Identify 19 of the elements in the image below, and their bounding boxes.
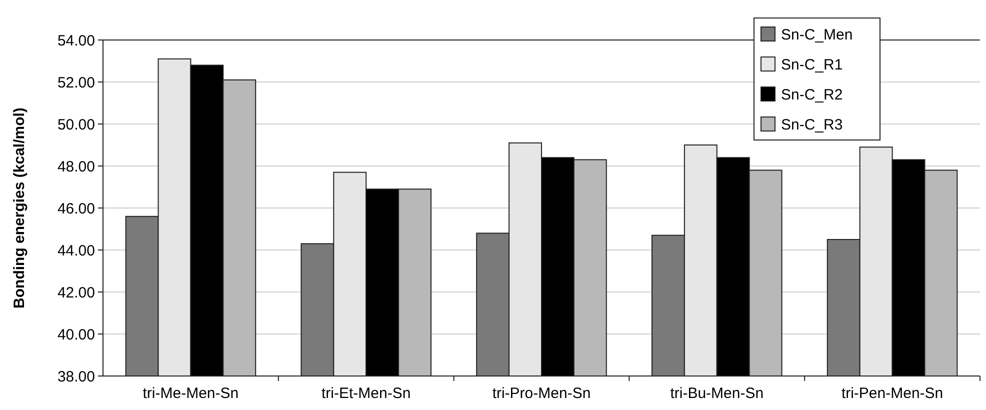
legend-label: Sn-C_R2 (781, 86, 843, 104)
y-tick-label: 48.00 (57, 158, 95, 176)
y-tick-label: 50.00 (57, 116, 95, 134)
y-tick-label: 54.00 (57, 32, 95, 50)
y-tick-label: 42.00 (57, 284, 95, 302)
y-tick-label: 52.00 (57, 74, 95, 92)
x-tick-label: tri-Et-Men-Sn (322, 385, 411, 402)
legend-label: Sn-C_R3 (781, 116, 843, 134)
legend-label: Sn-C_R1 (781, 56, 843, 74)
x-tick-label: tri-Pro-Men-Sn (492, 385, 591, 402)
y-tick-label: 40.00 (57, 326, 95, 344)
y-tick-label: 38.00 (57, 368, 95, 386)
y-tick-label: 46.00 (57, 200, 95, 218)
x-tick-label: tri-Pen-Men-Sn (841, 385, 944, 402)
y-tick-label: 44.00 (57, 242, 95, 260)
x-tick-label: tri-Me-Men-Sn (142, 385, 239, 402)
legend-label: Sn-C_Men (781, 26, 853, 44)
y-axis-title: Bonding energies (kcal/mol) (11, 108, 28, 308)
x-tick-label: tri-Bu-Men-Sn (670, 385, 764, 402)
